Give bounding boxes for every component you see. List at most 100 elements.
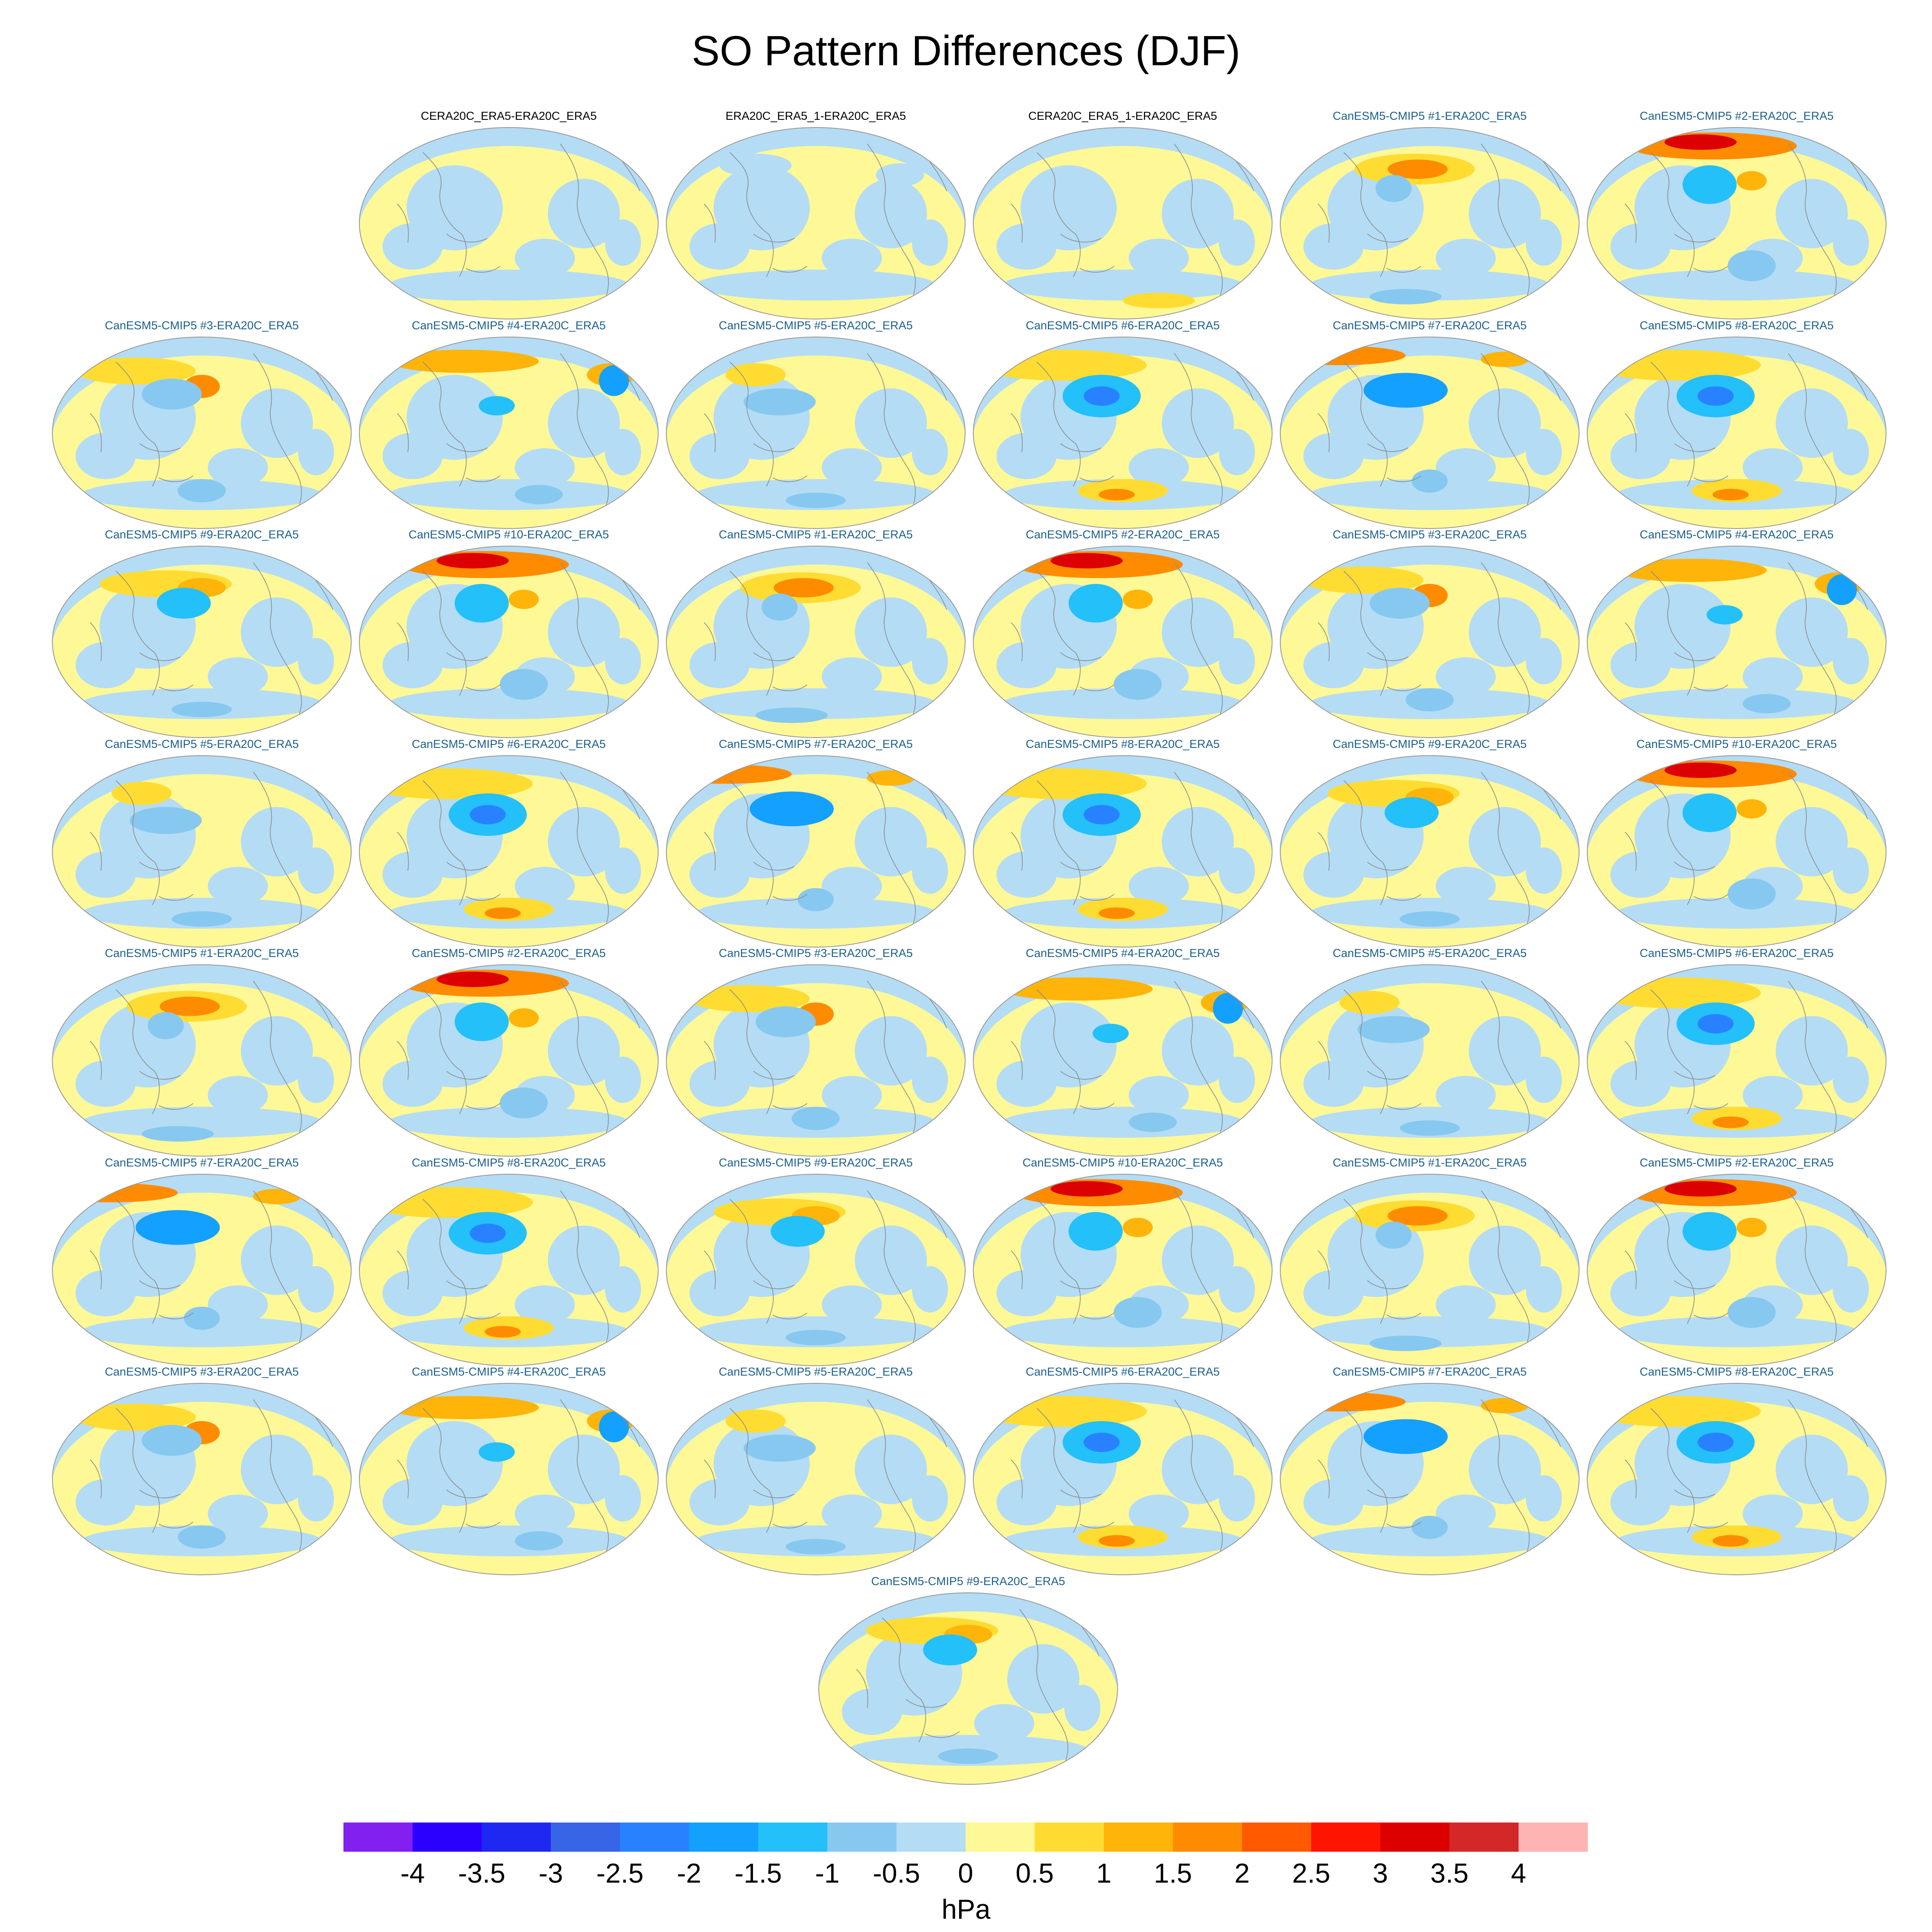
anomaly-contour xyxy=(1412,469,1448,493)
colorbar-swatch xyxy=(827,1823,897,1852)
world-map xyxy=(52,1174,352,1366)
coastline xyxy=(422,152,467,277)
anomaly-contour xyxy=(867,770,915,786)
world-map xyxy=(1587,127,1886,319)
anomaly-contour xyxy=(1698,1433,1734,1452)
anomaly-contour xyxy=(1162,807,1234,877)
coastline xyxy=(753,1489,795,1498)
colorbar-swatch xyxy=(689,1823,759,1852)
anomaly-contour xyxy=(1526,1057,1562,1103)
coastline xyxy=(1674,1280,1716,1289)
anomaly-contour xyxy=(208,1495,268,1533)
coastline xyxy=(1318,413,1330,453)
anomaly-contour xyxy=(1469,807,1541,877)
anomaly-contour xyxy=(515,1285,575,1324)
map-outline xyxy=(973,127,1273,319)
map-panel: CanESM5-CMIP5 #6-ERA20C_ERA5 xyxy=(358,738,659,948)
anomaly-contour xyxy=(1616,270,1857,301)
map-outline xyxy=(666,546,966,738)
coastline xyxy=(139,1489,181,1498)
anomaly-contour xyxy=(1610,1479,1671,1525)
coastline xyxy=(772,684,808,691)
coastline xyxy=(1036,361,1081,487)
map-panel: CanESM5-CMIP5 #3-ERA20C_ERA5 xyxy=(1279,528,1580,738)
anomaly-contour xyxy=(756,708,828,723)
anomaly-contour xyxy=(720,154,792,177)
anomaly-contour xyxy=(76,1060,136,1107)
anomaly-contour xyxy=(1002,1316,1243,1347)
anomaly-contour xyxy=(548,597,620,667)
coastline xyxy=(446,1489,488,1498)
coastline xyxy=(1650,989,1695,1115)
anomaly-contour xyxy=(912,1266,948,1312)
coastline xyxy=(90,832,102,871)
anomaly-contour xyxy=(172,702,232,717)
panel-title: CanESM5-CMIP5 #10-ERA20C_ERA5 xyxy=(1022,1156,1223,1169)
panel-title: CanESM5-CMIP5 #2-ERA20C_ERA5 xyxy=(1640,1156,1834,1169)
coastline xyxy=(446,234,488,243)
anomaly-contour xyxy=(1039,179,1099,210)
map-panel: CanESM5-CMIP5 #10-ERA20C_ERA5 xyxy=(972,1156,1273,1367)
coastline xyxy=(397,622,409,662)
coastline xyxy=(704,413,716,453)
anomaly-contour xyxy=(479,396,515,416)
coastline xyxy=(1674,443,1716,452)
panel-title: CanESM5-CMIP5 #6-ERA20C_ERA5 xyxy=(1640,947,1834,960)
world-map xyxy=(1280,964,1580,1157)
anomaly-contour xyxy=(599,365,629,396)
panel-title: CanESM5-CMIP5 #5-ERA20C_ERA5 xyxy=(1333,947,1527,960)
coastline xyxy=(446,652,488,661)
coastline xyxy=(1011,413,1023,453)
anomaly-contour xyxy=(548,388,620,458)
panel-title: CanESM5-CMIP5 #5-ERA20C_ERA5 xyxy=(719,319,913,332)
anomaly-contour xyxy=(160,996,220,1016)
colorbar-swatch xyxy=(896,1823,966,1852)
anomaly-contour xyxy=(1592,977,1761,1009)
map-outline xyxy=(359,337,659,529)
anomaly-contour xyxy=(605,219,641,266)
world-map xyxy=(973,546,1273,738)
anomaly-contour xyxy=(76,1403,196,1431)
coastline xyxy=(1481,143,1530,299)
anomaly-contour xyxy=(1469,597,1541,667)
anomaly-contour xyxy=(1002,270,1243,301)
anomaly-contour xyxy=(1162,388,1234,458)
coastline xyxy=(1011,832,1023,871)
coastline xyxy=(1079,1312,1115,1319)
coastline xyxy=(704,622,716,662)
anomaly-contour xyxy=(855,597,927,667)
coastline xyxy=(158,475,194,482)
panel-title: CanESM5-CMIP5 #9-ERA20C_ERA5 xyxy=(719,1156,913,1169)
coastline xyxy=(115,780,160,905)
colorbar-swatch xyxy=(758,1823,828,1852)
anomaly-contour xyxy=(1436,1285,1496,1324)
world-map xyxy=(359,1174,659,1366)
coastline xyxy=(729,780,774,905)
coastline xyxy=(1060,1489,1102,1498)
map-outline xyxy=(1280,1174,1580,1366)
anomaly-contour xyxy=(1713,1535,1749,1547)
anomaly-contour xyxy=(241,388,313,458)
world-map xyxy=(52,337,352,529)
coastline xyxy=(772,475,808,482)
coastline xyxy=(1036,1408,1081,1533)
coastline xyxy=(90,1041,102,1080)
map-panel: CanESM5-CMIP5 #5-ERA20C_ERA5 xyxy=(665,319,966,529)
coastline xyxy=(446,1280,488,1289)
coastline xyxy=(867,353,916,508)
map-outline xyxy=(666,1174,966,1366)
anomaly-contour xyxy=(1776,179,1848,249)
coastline xyxy=(1625,1250,1637,1290)
colorbar-swatch xyxy=(1519,1823,1588,1852)
anomaly-contour xyxy=(208,1076,268,1115)
anomaly-contour xyxy=(208,657,268,696)
map-panel: CanESM5-CMIP5 #2-ERA20C_ERA5 xyxy=(1586,1156,1887,1367)
anomaly-contour xyxy=(298,1057,334,1103)
anomaly-contour xyxy=(509,589,539,609)
coastline xyxy=(1650,152,1695,277)
anomaly-contour xyxy=(515,239,575,277)
coastline xyxy=(1079,475,1115,482)
anomaly-contour xyxy=(978,1396,1147,1427)
world-map xyxy=(359,964,659,1157)
anomaly-contour xyxy=(822,1495,882,1533)
